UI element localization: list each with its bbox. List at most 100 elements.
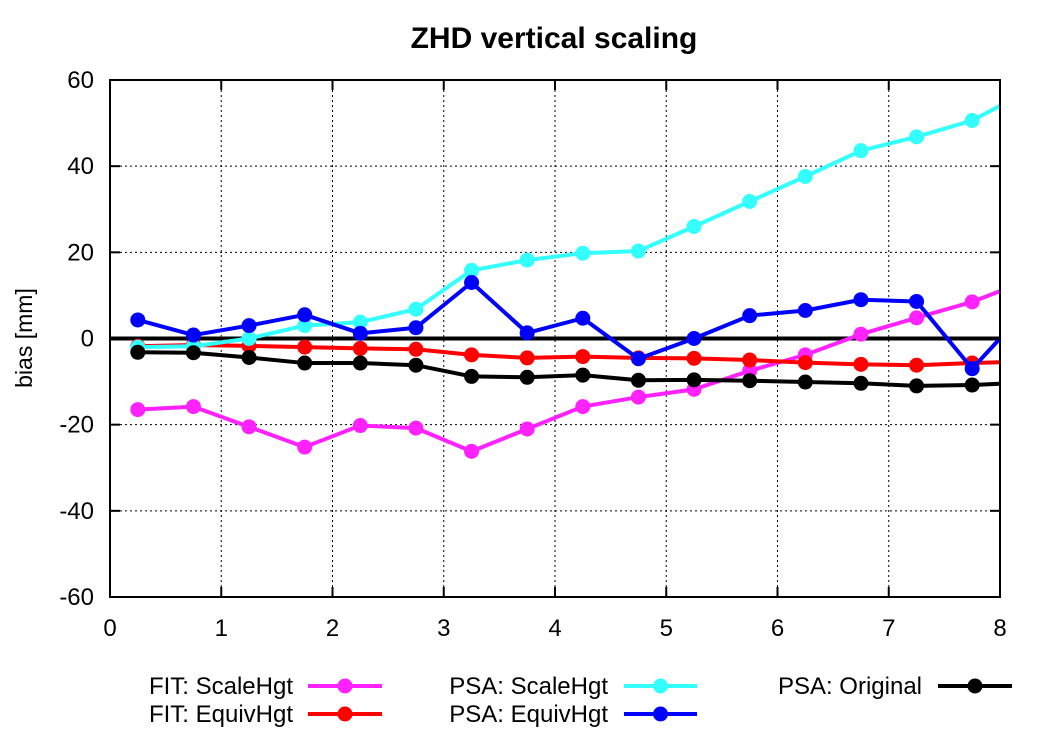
series-line <box>137 342 1001 368</box>
data-point <box>797 374 813 390</box>
x-tick-label: 8 <box>993 615 1006 642</box>
data-point <box>408 357 424 373</box>
data-point <box>853 143 869 159</box>
legend-item: FIT: EquivHgt <box>149 701 382 728</box>
data-point <box>185 399 201 415</box>
data-point <box>519 421 535 437</box>
data-point <box>297 307 313 323</box>
data-point <box>464 274 480 290</box>
data-point <box>297 439 313 455</box>
data-point <box>630 389 646 405</box>
data-point <box>909 310 925 326</box>
grid <box>110 80 1000 597</box>
y-axis-ticks: -60 -40 -20 0 20 40 60 <box>59 67 1000 611</box>
y-tick-label: -40 <box>59 498 94 525</box>
data-point <box>519 325 535 341</box>
data-point <box>964 112 980 128</box>
series-line <box>137 289 1001 454</box>
data-point <box>575 310 591 326</box>
data-point <box>408 320 424 336</box>
data-point <box>686 350 702 366</box>
series-group <box>130 104 1002 459</box>
data-point <box>630 372 646 388</box>
x-tick-label: 4 <box>548 615 561 642</box>
series-1 <box>130 289 1001 459</box>
data-point <box>464 443 480 459</box>
data-point <box>352 314 368 330</box>
data-point <box>964 377 980 393</box>
data-point <box>575 367 591 383</box>
data-point <box>464 368 480 384</box>
y-tick-label: 40 <box>67 153 94 180</box>
data-point <box>464 347 480 363</box>
data-point <box>352 325 368 341</box>
data-point <box>909 129 925 145</box>
data-point <box>519 350 535 366</box>
data-point <box>630 243 646 259</box>
data-point <box>297 339 313 355</box>
data-point <box>297 355 313 371</box>
data-point <box>797 169 813 185</box>
data-point <box>241 318 257 334</box>
data-point <box>853 356 869 372</box>
data-point <box>185 327 201 343</box>
legend-marker <box>337 678 353 694</box>
y-axis-label: bias [mm] <box>11 288 37 388</box>
x-tick-label: 7 <box>882 615 895 642</box>
series-4 <box>130 274 1002 377</box>
x-tick-label: 6 <box>771 615 784 642</box>
data-point <box>519 252 535 268</box>
legend-marker <box>967 678 983 694</box>
data-point <box>519 369 535 385</box>
data-point <box>352 340 368 356</box>
data-point <box>408 341 424 357</box>
data-point <box>853 375 869 391</box>
data-point <box>575 245 591 261</box>
data-point <box>130 344 146 360</box>
data-point <box>742 308 758 324</box>
chart-title: ZHD vertical scaling <box>411 22 698 55</box>
data-point <box>130 402 146 418</box>
data-point <box>130 312 146 328</box>
data-point <box>853 326 869 342</box>
data-point <box>797 302 813 318</box>
data-point <box>241 331 257 346</box>
data-point <box>575 399 591 415</box>
x-axis-ticks: 0 1 2 3 4 5 6 7 8 <box>103 80 1007 642</box>
legend-marker <box>653 678 668 694</box>
data-point <box>241 419 257 435</box>
data-point <box>686 218 702 234</box>
legend-item: PSA: Original <box>778 673 1012 700</box>
series-5 <box>130 344 1001 394</box>
data-point <box>408 301 424 317</box>
legend-item: PSA: ScaleHgt <box>449 673 697 700</box>
series-3 <box>130 104 1001 355</box>
x-tick-label: 1 <box>215 615 228 642</box>
legend-label: PSA: ScaleHgt <box>449 673 608 700</box>
series-2 <box>130 337 1001 373</box>
data-point <box>352 418 368 434</box>
y-tick-label: -20 <box>59 412 94 439</box>
data-point <box>742 352 758 368</box>
legend-label: FIT: EquivHgt <box>149 701 293 728</box>
y-tick-label: 0 <box>81 326 94 353</box>
data-point <box>630 351 646 367</box>
series-line <box>137 104 1001 350</box>
x-tick-label: 3 <box>437 615 450 642</box>
legend-item: PSA: EquivHgt <box>449 701 697 728</box>
data-point <box>909 293 925 309</box>
y-tick-label: -60 <box>59 584 94 611</box>
legend-item: FIT: ScaleHgt <box>149 673 382 700</box>
legend-marker <box>337 706 353 722</box>
data-point <box>742 373 758 389</box>
data-point <box>241 349 257 365</box>
legend-label: FIT: ScaleHgt <box>149 673 293 700</box>
x-tick-label: 5 <box>660 615 673 642</box>
data-point <box>964 294 980 310</box>
data-point <box>686 372 702 388</box>
data-point <box>464 262 480 278</box>
data-point <box>909 357 925 373</box>
y-tick-label: 60 <box>67 67 94 94</box>
